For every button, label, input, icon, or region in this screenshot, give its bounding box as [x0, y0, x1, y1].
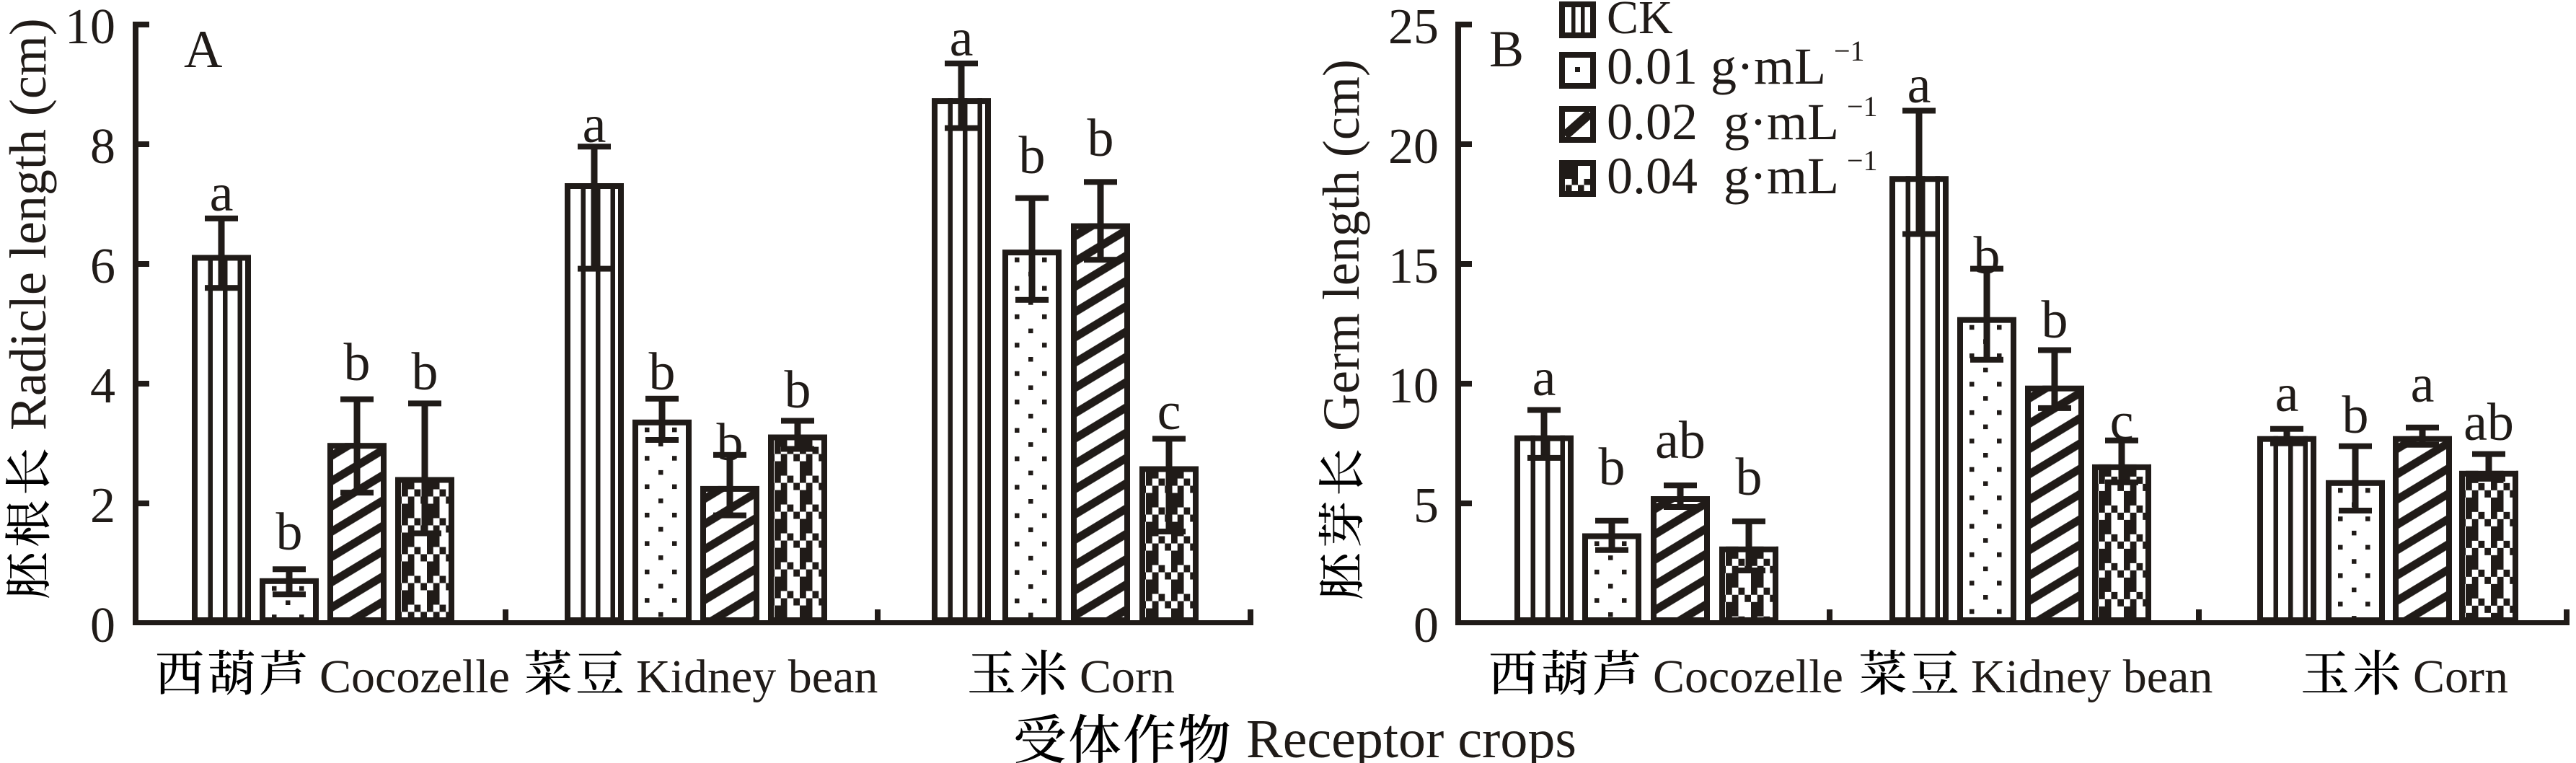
svg-text:Cocozelle: Cocozelle: [319, 650, 510, 703]
svg-text:25: 25: [1388, 0, 1439, 55]
svg-text:Kidney bean: Kidney bean: [636, 650, 878, 703]
svg-text:Receptor crops: Receptor crops: [1246, 709, 1576, 763]
svg-text:b: b: [1599, 438, 1626, 497]
svg-text:b: b: [276, 503, 303, 562]
svg-text:b: b: [1974, 226, 2001, 286]
svg-text:b: b: [344, 333, 371, 392]
svg-text:0: 0: [90, 598, 115, 653]
svg-text:a: a: [583, 95, 606, 154]
svg-text:10: 10: [1388, 358, 1439, 414]
svg-text:CK: CK: [1607, 0, 1673, 44]
svg-text:a: a: [2275, 364, 2299, 423]
svg-text:b: b: [412, 343, 438, 402]
svg-text:8: 8: [90, 119, 115, 175]
svg-text:−1: −1: [1847, 144, 1878, 177]
svg-text:Cocozelle: Cocozelle: [1653, 650, 1843, 703]
svg-text:a: a: [950, 9, 974, 68]
svg-text:4: 4: [90, 358, 115, 414]
svg-text:b: b: [717, 413, 744, 472]
svg-text:0.04 g·mL: 0.04 g·mL: [1607, 147, 1839, 205]
svg-text:b: b: [1736, 448, 1763, 507]
svg-text:a: a: [210, 164, 234, 223]
svg-text:b: b: [2042, 291, 2068, 350]
svg-text:b: b: [649, 343, 676, 402]
svg-text:Corn: Corn: [1080, 650, 1175, 703]
svg-text:20: 20: [1388, 119, 1439, 175]
svg-text:Radicle length (cm): Radicle length (cm): [0, 18, 57, 431]
svg-text:b: b: [1088, 109, 1114, 168]
svg-text:−1: −1: [1847, 90, 1878, 123]
svg-text:a: a: [2411, 355, 2435, 414]
svg-text:c: c: [1157, 382, 1181, 441]
svg-text:B: B: [1489, 20, 1524, 78]
svg-text:0.02 g·mL: 0.02 g·mL: [1607, 93, 1839, 151]
svg-text:ab: ab: [1655, 411, 1706, 470]
svg-text:0.01 g·mL: 0.01 g·mL: [1607, 38, 1826, 95]
svg-text:5: 5: [1413, 478, 1439, 534]
svg-text:Germ length (cm): Germ length (cm): [1313, 59, 1370, 431]
svg-text:b: b: [785, 361, 811, 420]
svg-text:Corn: Corn: [2413, 650, 2508, 703]
svg-text:Kidney bean: Kidney bean: [1971, 650, 2213, 703]
svg-text:ab: ab: [2463, 393, 2514, 452]
svg-text:b: b: [2342, 386, 2369, 445]
svg-text:10: 10: [65, 0, 115, 55]
svg-text:a: a: [1532, 348, 1556, 407]
svg-text:A: A: [184, 20, 222, 79]
svg-text:15: 15: [1388, 239, 1439, 294]
svg-text:−1: −1: [1834, 35, 1865, 67]
svg-text:2: 2: [90, 478, 115, 534]
svg-text:c: c: [2110, 392, 2134, 451]
svg-text:0: 0: [1413, 598, 1439, 653]
svg-text:b: b: [1019, 126, 1046, 185]
svg-text:a: a: [1907, 56, 1931, 115]
svg-text:6: 6: [90, 239, 115, 294]
